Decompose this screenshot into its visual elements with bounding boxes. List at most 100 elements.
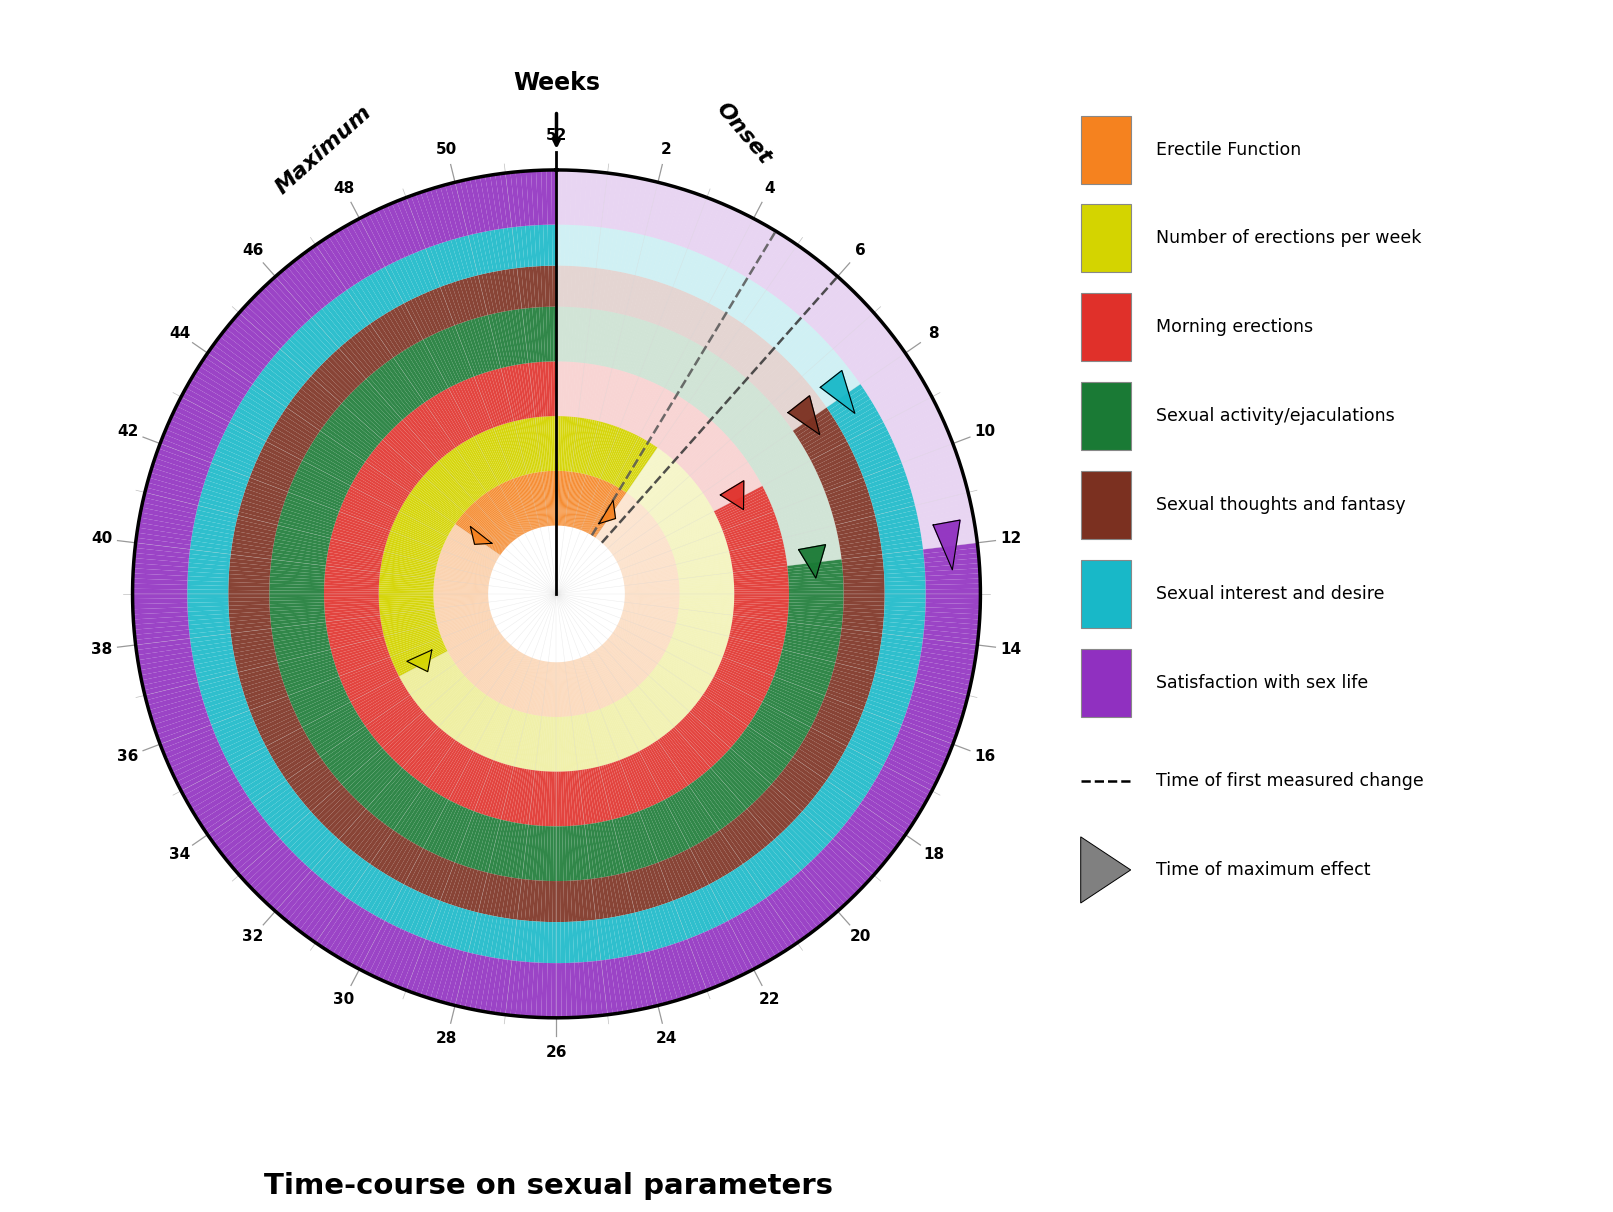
Polygon shape (505, 310, 518, 365)
Polygon shape (418, 854, 439, 893)
Polygon shape (336, 742, 379, 779)
Polygon shape (434, 604, 489, 613)
Polygon shape (386, 885, 408, 922)
Polygon shape (879, 650, 921, 661)
Polygon shape (381, 564, 436, 574)
Polygon shape (639, 910, 653, 951)
Polygon shape (618, 760, 639, 812)
Polygon shape (744, 910, 776, 960)
Polygon shape (369, 770, 406, 813)
Polygon shape (784, 395, 819, 422)
Polygon shape (244, 492, 284, 509)
Polygon shape (437, 561, 490, 577)
Polygon shape (502, 822, 515, 876)
Polygon shape (603, 429, 626, 480)
Polygon shape (639, 388, 668, 438)
Polygon shape (482, 494, 516, 539)
Polygon shape (250, 848, 292, 890)
Polygon shape (661, 244, 679, 285)
Polygon shape (590, 653, 619, 701)
Polygon shape (724, 921, 753, 972)
Polygon shape (627, 693, 661, 739)
Polygon shape (910, 473, 965, 492)
Polygon shape (500, 710, 518, 764)
Polygon shape (408, 662, 455, 693)
Polygon shape (173, 411, 224, 439)
Polygon shape (477, 646, 513, 688)
Polygon shape (597, 650, 629, 694)
Polygon shape (879, 522, 919, 534)
Polygon shape (521, 962, 529, 1017)
Polygon shape (837, 527, 879, 538)
Polygon shape (573, 474, 587, 527)
Polygon shape (208, 703, 248, 721)
Polygon shape (606, 511, 648, 549)
Polygon shape (632, 690, 668, 733)
Polygon shape (290, 882, 329, 927)
Polygon shape (397, 787, 429, 834)
Polygon shape (636, 869, 650, 909)
Polygon shape (373, 833, 398, 869)
Polygon shape (619, 957, 632, 1012)
Polygon shape (595, 425, 616, 478)
Polygon shape (342, 504, 392, 527)
Polygon shape (402, 892, 421, 931)
Polygon shape (442, 618, 494, 639)
Polygon shape (395, 518, 445, 542)
Polygon shape (813, 362, 847, 391)
Polygon shape (790, 267, 829, 311)
Polygon shape (576, 362, 584, 417)
Polygon shape (866, 471, 907, 488)
Polygon shape (255, 377, 290, 404)
Polygon shape (648, 282, 666, 322)
Polygon shape (576, 825, 584, 880)
Polygon shape (884, 576, 926, 582)
Polygon shape (377, 776, 413, 821)
Polygon shape (736, 223, 766, 274)
Polygon shape (882, 549, 924, 559)
Polygon shape (569, 417, 577, 471)
Polygon shape (544, 417, 548, 471)
Polygon shape (608, 229, 619, 270)
Polygon shape (565, 662, 571, 716)
Polygon shape (884, 761, 934, 791)
Polygon shape (421, 293, 442, 332)
Polygon shape (656, 665, 702, 698)
Polygon shape (605, 431, 629, 481)
Polygon shape (190, 375, 240, 407)
Polygon shape (284, 814, 316, 845)
Polygon shape (624, 605, 677, 616)
Polygon shape (734, 594, 789, 596)
Polygon shape (708, 768, 747, 811)
Polygon shape (553, 827, 556, 881)
Polygon shape (445, 690, 481, 733)
Polygon shape (853, 341, 900, 377)
Polygon shape (521, 714, 532, 768)
Polygon shape (644, 328, 668, 379)
Polygon shape (592, 767, 606, 822)
Polygon shape (237, 663, 279, 676)
Polygon shape (489, 875, 502, 916)
Polygon shape (316, 898, 350, 945)
Polygon shape (561, 471, 566, 526)
Polygon shape (187, 598, 229, 602)
Polygon shape (469, 642, 508, 682)
Polygon shape (423, 476, 465, 514)
Polygon shape (623, 610, 676, 623)
Polygon shape (379, 599, 434, 602)
Polygon shape (518, 476, 536, 530)
Polygon shape (719, 876, 744, 914)
Polygon shape (219, 332, 266, 370)
Polygon shape (921, 647, 976, 661)
Polygon shape (673, 344, 702, 394)
Polygon shape (255, 784, 290, 811)
Polygon shape (269, 596, 324, 601)
Polygon shape (808, 862, 848, 904)
Polygon shape (237, 515, 277, 528)
Polygon shape (702, 694, 748, 728)
Polygon shape (858, 804, 905, 839)
Polygon shape (381, 613, 436, 624)
Polygon shape (166, 737, 218, 764)
Polygon shape (587, 768, 598, 823)
Polygon shape (576, 715, 587, 770)
